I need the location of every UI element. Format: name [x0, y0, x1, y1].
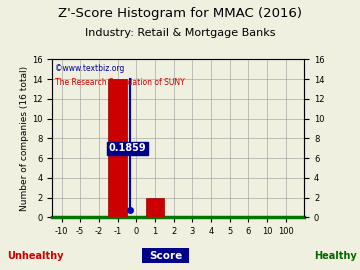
Text: 0.1859: 0.1859 [109, 143, 147, 153]
Text: ©www.textbiz.org: ©www.textbiz.org [55, 64, 124, 73]
Text: Unhealthy: Unhealthy [7, 251, 64, 261]
Bar [145, 198, 164, 217]
Text: Score: Score [149, 251, 182, 261]
Bar [108, 79, 127, 217]
Text: Z'-Score Histogram for MMAC (2016): Z'-Score Histogram for MMAC (2016) [58, 7, 302, 20]
Y-axis label: Number of companies (16 total): Number of companies (16 total) [20, 66, 29, 211]
Text: Industry: Retail & Mortgage Banks: Industry: Retail & Mortgage Banks [85, 28, 275, 38]
Text: Healthy: Healthy [314, 251, 356, 261]
Text: The Research Foundation of SUNY: The Research Foundation of SUNY [55, 78, 184, 87]
